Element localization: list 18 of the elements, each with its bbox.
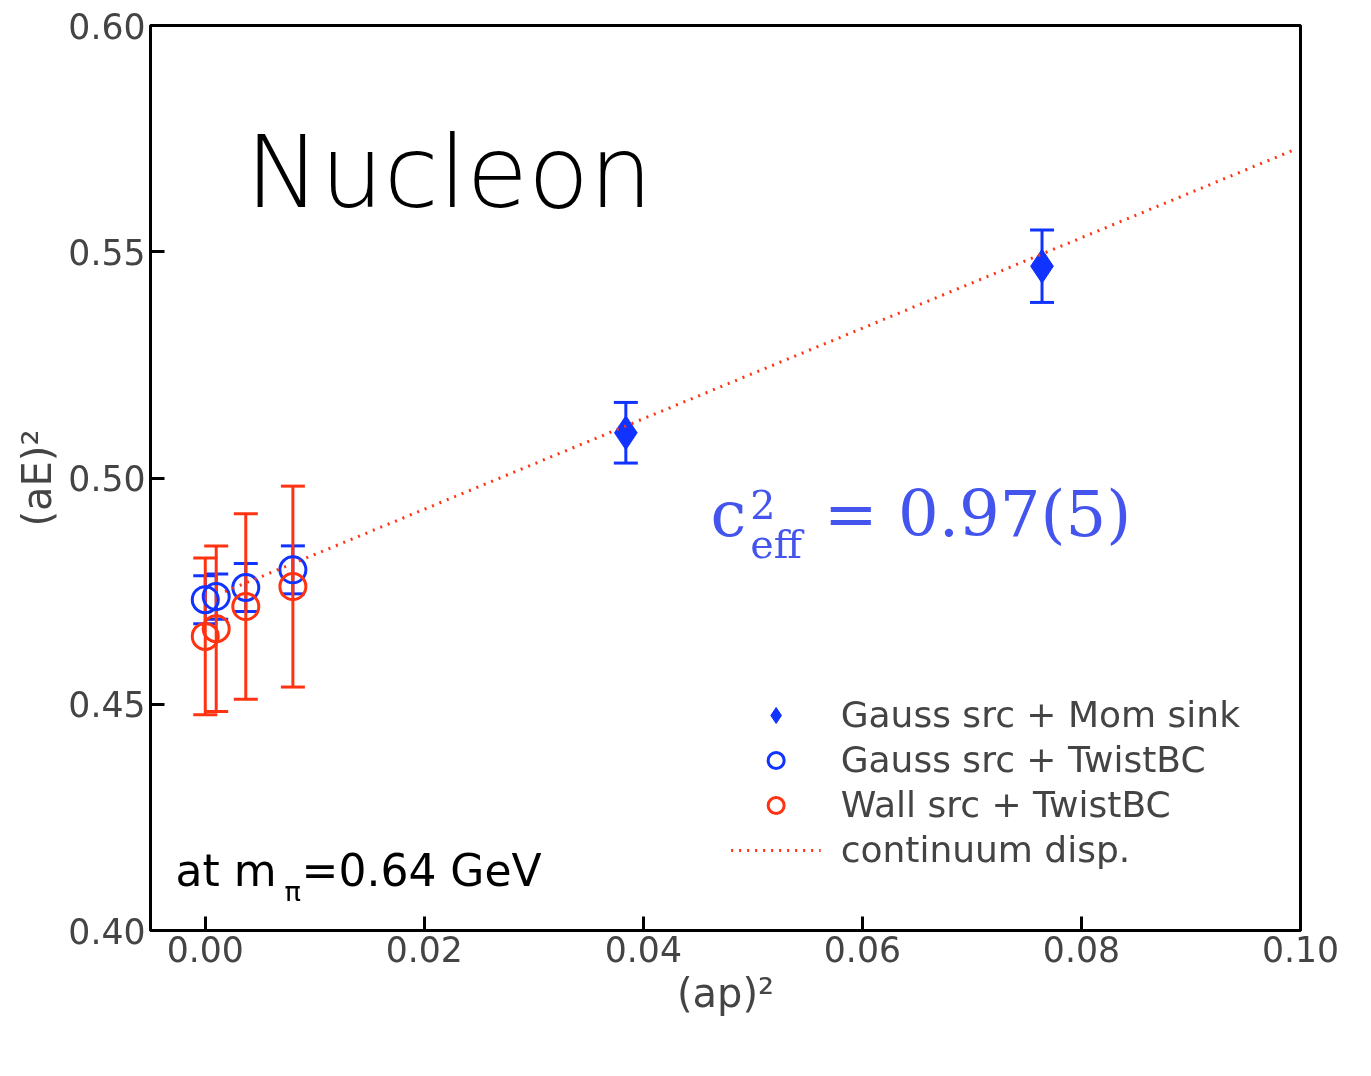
y-tick-label: 0.40 (68, 911, 146, 952)
annotation: Nucleon (245, 113, 653, 231)
legend-label: Gauss src + Mom sink (840, 694, 1240, 735)
x-tick-label: 0.02 (385, 929, 463, 970)
legend-label: Wall src + TwistBC (840, 784, 1171, 825)
x-tick-label: 0.06 (823, 929, 901, 970)
x-tick-label: 0.04 (604, 929, 682, 970)
y-axis-title: (aE)² (14, 429, 61, 527)
y-tick-label: 0.45 (68, 685, 146, 726)
x-axis-title: (ap)² (676, 969, 775, 1016)
y-tick-label: 0.60 (68, 6, 146, 47)
y-tick-label: 0.55 (68, 232, 146, 273)
x-tick-label: 0.08 (1042, 929, 1121, 970)
legend-label: Gauss src + TwistBC (840, 739, 1206, 780)
x-tick-label: 0.10 (1261, 929, 1340, 970)
y-tick-label: 0.50 (68, 459, 146, 499)
legend-label: continuum disp. (840, 829, 1131, 870)
x-tick-label: 0.00 (166, 929, 244, 970)
